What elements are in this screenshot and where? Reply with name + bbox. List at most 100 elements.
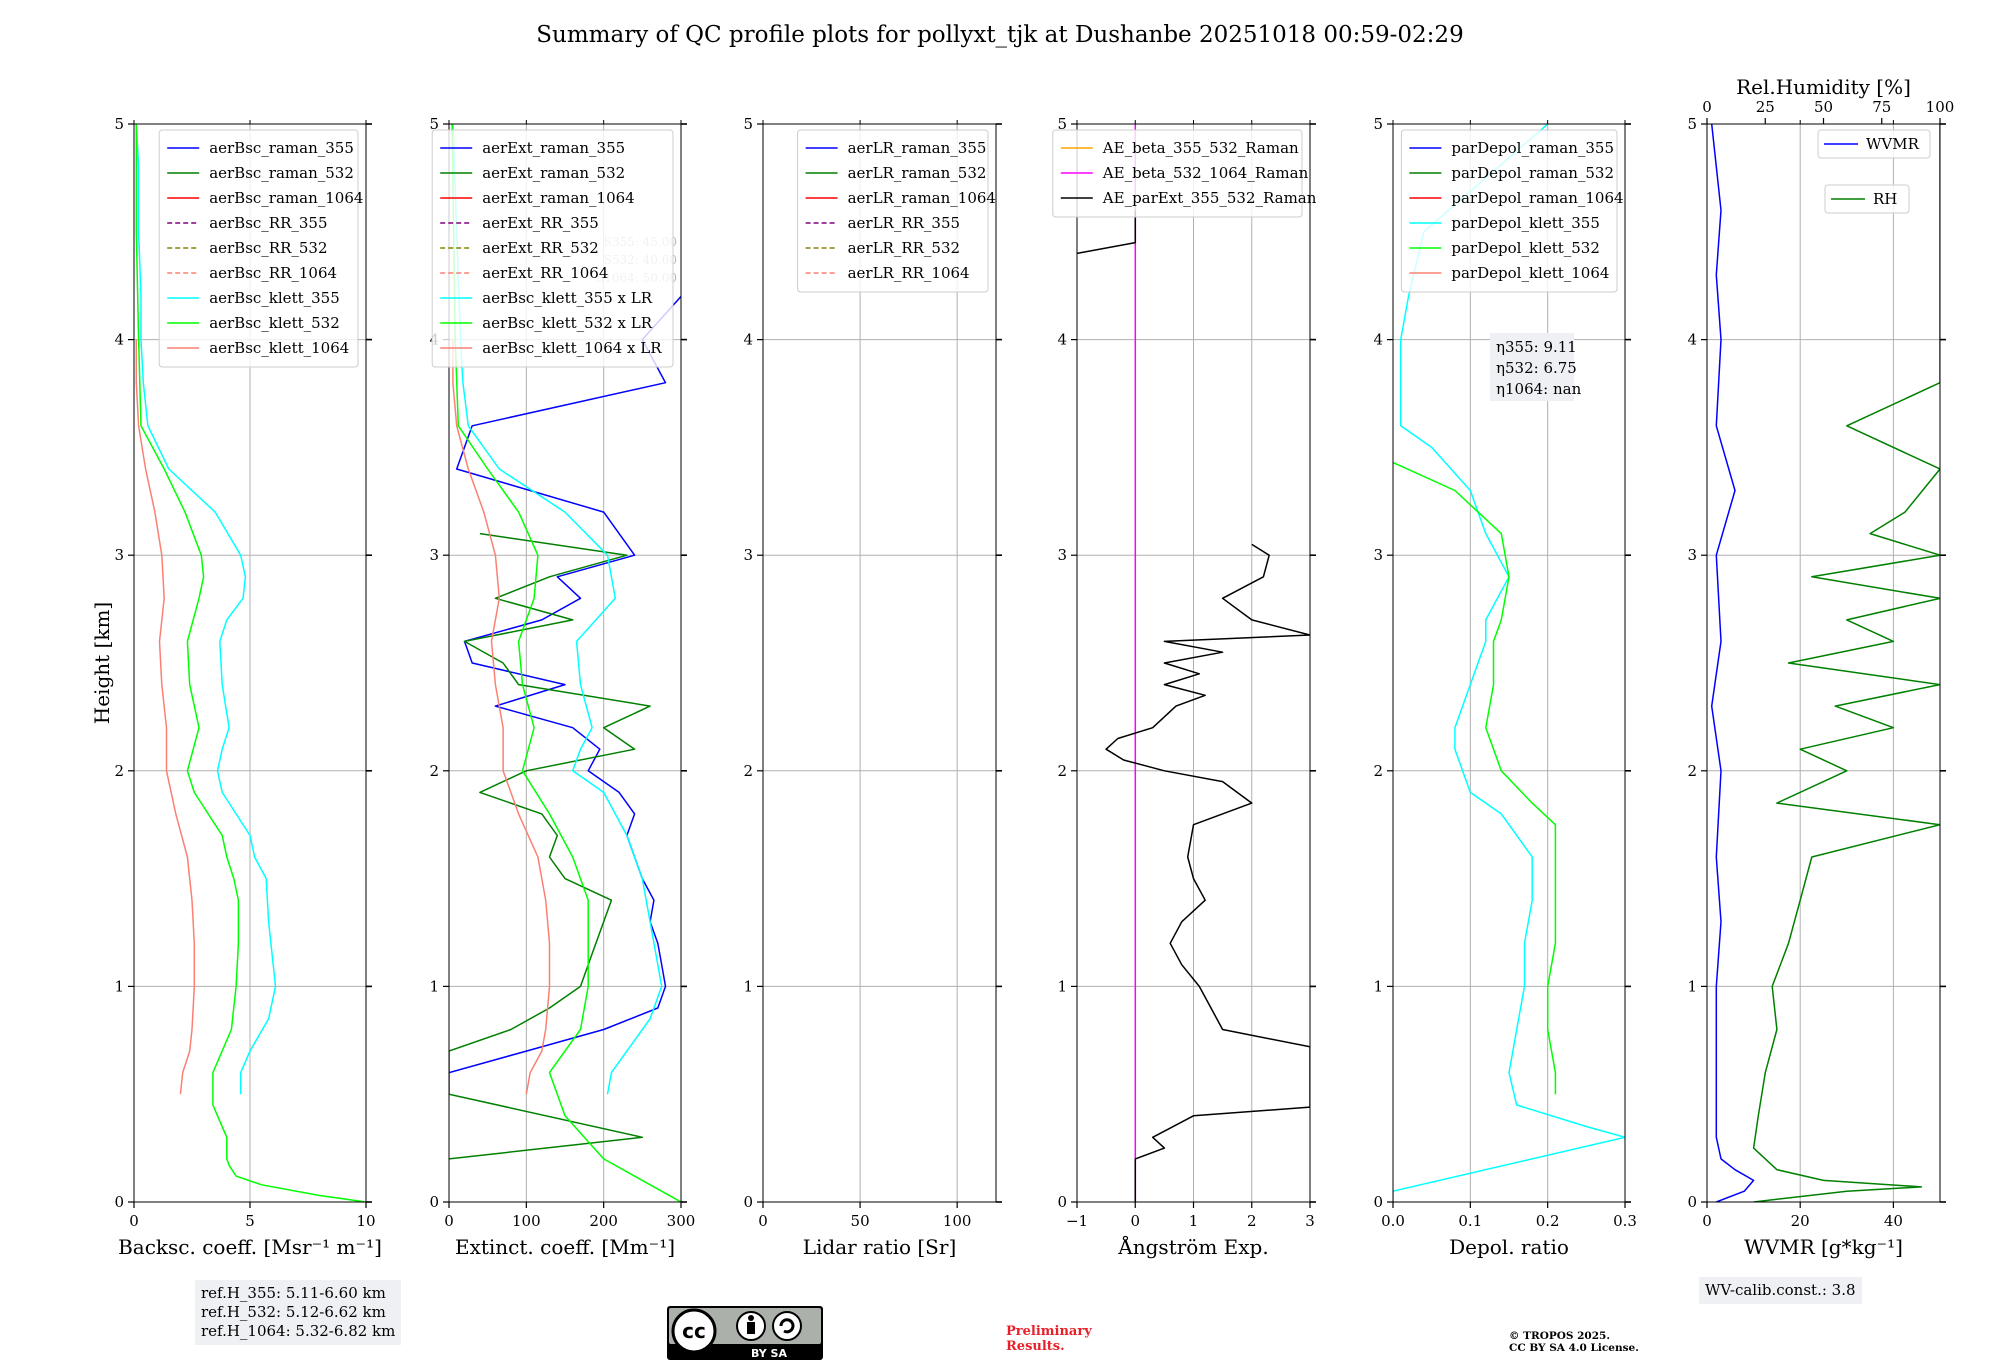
y-tick-label: 2 xyxy=(1057,762,1067,780)
y-tick-label: 1 xyxy=(114,977,124,995)
series-aerext-raman-532 xyxy=(449,532,651,1160)
legend-label: aerLR_RR_355 xyxy=(848,214,960,232)
y-tick-label: 4 xyxy=(1373,331,1383,349)
legend: parDepol_raman_355 parDepol_raman_532 parD… xyxy=(1400,129,1624,293)
x-tick-label: 2 xyxy=(1247,1212,1257,1230)
legend-label: parDepol_klett_1064 xyxy=(1451,264,1609,282)
legend-label: aerBsc_klett_532 x LR xyxy=(482,314,653,332)
series-aerbsc-klett-1064-x-lr xyxy=(452,339,551,1095)
legend-label: WVMR xyxy=(1866,135,1920,153)
x-axis-label: WVMR [g*kg⁻¹] xyxy=(1744,1235,1903,1259)
wv-calib-text: WV-calib.const.: 3.8 xyxy=(1705,1281,1856,1299)
legend-box xyxy=(1817,129,1931,159)
y-tick-label: 2 xyxy=(743,762,753,780)
y-tick-label: 0 xyxy=(1057,1193,1067,1211)
legend-label: aerExt_RR_532 xyxy=(482,239,599,257)
panel-depol: 0 1 2 3 4 5 0.0 0.1 0.2 0.3 Depol. ratio η355: 9.11… xyxy=(1373,115,1636,1259)
top-x-tick-label: 100 xyxy=(1926,98,1955,116)
legend-box xyxy=(158,129,359,368)
wv-calib-box: WV-calib.const.: 3.8 xyxy=(1699,1277,1862,1304)
panel-ext: 0123450100200300Extinct. coeff. [Mm⁻¹]S3… xyxy=(429,115,695,1259)
ref-height-1064: ref.H_1064: 5.32-6.82 km xyxy=(201,1322,396,1340)
x-axis-label: Lidar ratio [Sr] xyxy=(803,1235,957,1259)
x-tick-label: 40 xyxy=(1884,1212,1903,1230)
legend-label: aerLR_RR_532 xyxy=(848,239,960,257)
x-tick-label: 200 xyxy=(589,1212,618,1230)
series-wvmr xyxy=(1710,124,1755,1202)
legend-label: aerBsc_RR_1064 xyxy=(209,264,337,282)
x-tick-label: 3 xyxy=(1305,1212,1315,1230)
legend-label: aerLR_raman_1064 xyxy=(848,189,996,207)
legend-wvmr: WVMR xyxy=(1817,129,1931,159)
legend-box xyxy=(1400,129,1618,293)
cc-by-sa-icon: cc BY SA xyxy=(667,1306,823,1360)
x-tick-label: 0.3 xyxy=(1613,1212,1637,1230)
top-x-tick-label: 0 xyxy=(1702,98,1712,116)
top-x-tick-label: 25 xyxy=(1756,98,1775,116)
x-tick-label: 0.1 xyxy=(1458,1212,1482,1230)
y-tick-label: 0 xyxy=(743,1193,753,1211)
legend-label: aerBsc_klett_1064 xyxy=(209,339,349,357)
series-aerbsc-klett-355-x-lr xyxy=(452,124,663,1095)
y-tick-label: 4 xyxy=(1057,331,1067,349)
cc-badge-text: BY SA xyxy=(751,1347,788,1360)
legend-label: aerBsc_klett_355 x LR xyxy=(482,289,653,307)
legend-label: aerBsc_klett_355 xyxy=(209,289,340,307)
x-tick-label: 0 xyxy=(129,1212,139,1230)
eta-box xyxy=(1490,333,1574,401)
x-axis-label: Extinct. coeff. [Mm⁻¹] xyxy=(455,1235,675,1259)
x-axis-label: Depol. ratio xyxy=(1449,1235,1569,1259)
figure-title: Summary of QC profile plots for pollyxt_… xyxy=(536,22,1464,48)
x-tick-label: 10 xyxy=(356,1212,375,1230)
eta-annotation: η355: 9.11 η532: 6.75 η1064: nan xyxy=(1490,333,1582,401)
plot-area xyxy=(449,124,681,1202)
legend-label: parDepol_raman_532 xyxy=(1451,164,1614,182)
plot-area xyxy=(1393,124,1625,1202)
x-tick-label: 0 xyxy=(1130,1212,1140,1230)
plot-area xyxy=(135,124,366,1202)
legend-label: aerBsc_RR_532 xyxy=(209,239,327,257)
legend-label: parDepol_klett_532 xyxy=(1451,239,1600,257)
legend-label: aerLR_raman_532 xyxy=(848,164,987,182)
x-tick-label: 300 xyxy=(667,1212,696,1230)
legend-label: AE_beta_532_1064_Raman xyxy=(1102,164,1309,182)
y-tick-label: 0 xyxy=(429,1193,439,1211)
axes-frame xyxy=(1706,123,1941,1203)
y-tick-label: 1 xyxy=(1057,977,1067,995)
y-tick-label: 5 xyxy=(1373,115,1383,133)
y-tick-label: 3 xyxy=(743,546,753,564)
ref-height-box: ref.H_355: 5.11-6.60 km ref.H_532: 5.12-… xyxy=(195,1280,402,1345)
legend-label: aerExt_raman_355 xyxy=(482,139,625,157)
legend-label: aerBsc_raman_355 xyxy=(209,139,354,157)
legend-label: aerBsc_raman_532 xyxy=(209,164,354,182)
legend-label: aerBsc_raman_1064 xyxy=(209,189,363,207)
legend-box xyxy=(1052,129,1303,218)
eta-line: η1064: nan xyxy=(1496,380,1582,398)
y-tick-label: 2 xyxy=(429,762,439,780)
ref-height-355: ref.H_355: 5.11-6.60 km xyxy=(201,1284,386,1302)
series-rh xyxy=(1752,124,1940,1202)
x-tick-label: 0 xyxy=(758,1212,768,1230)
legend-box xyxy=(431,129,674,368)
legend: aerLR_raman_355 aerLR_raman_532 aerLR_rama… xyxy=(797,129,996,293)
copyright-line-1: © TROPOS 2025. xyxy=(1509,1330,1611,1342)
y-tick-label: 1 xyxy=(1373,977,1383,995)
y-tick-label: 5 xyxy=(429,115,439,133)
y-tick-label: 3 xyxy=(429,546,439,564)
y-tick-label: 3 xyxy=(1687,546,1697,564)
preliminary-line-2: Results. xyxy=(1006,1339,1065,1354)
series-aerext-raman-355 xyxy=(449,295,681,1074)
y-tick-label: 3 xyxy=(1057,546,1067,564)
plot-area xyxy=(1077,124,1310,1202)
legend: AE_beta_355_532_Raman AE_beta_532_1064_Ra… xyxy=(1052,129,1317,218)
y-tick-label: 1 xyxy=(1687,977,1697,995)
y-tick-label: 2 xyxy=(114,762,124,780)
legend: aerBsc_raman_355 aerBsc_raman_532 aerBsc_r… xyxy=(158,129,363,368)
x-axis-label: Backsc. coeff. [Msr⁻¹ m⁻¹] xyxy=(118,1235,382,1259)
y-axis-label: Height [km] xyxy=(90,602,114,724)
legend-label: parDepol_raman_355 xyxy=(1451,139,1614,157)
x-tick-label: 20 xyxy=(1791,1212,1810,1230)
